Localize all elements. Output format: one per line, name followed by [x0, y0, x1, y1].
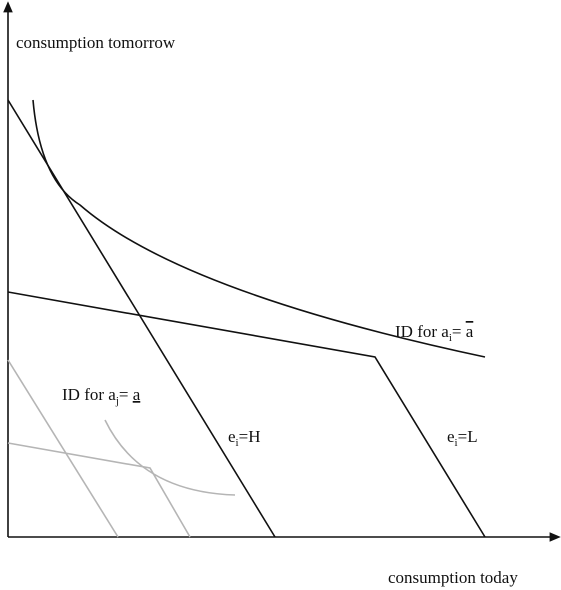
label-subscript: i — [236, 437, 239, 449]
budget-line-high — [7, 99, 276, 538]
gray-budget-line — [7, 359, 119, 538]
id-high-label: ID for ai= a — [395, 322, 474, 344]
label-symbol: a — [133, 385, 141, 404]
label-equals: = — [452, 322, 466, 341]
label-text: ID for a — [62, 385, 116, 404]
effort-low-label: ei=L — [447, 427, 478, 449]
label-subscript: i — [455, 437, 458, 449]
label-value: =H — [239, 427, 261, 446]
label-text: e — [447, 427, 455, 446]
y-axis-label: consumption tomorrow — [16, 33, 176, 52]
label-text: e — [228, 427, 236, 446]
label-subscript: i — [449, 332, 452, 344]
effort-high-label: ei=H — [228, 427, 260, 449]
id-low-label: ID for aj= a — [62, 385, 141, 407]
indifference-curve-high — [32, 99, 486, 358]
gray-indifference-curve — [104, 419, 236, 496]
label-equals: = — [119, 385, 133, 404]
gray-kinked-line — [7, 442, 191, 538]
budget-line-low — [7, 291, 486, 538]
label-text: ID for a — [395, 322, 449, 341]
label-subscript: j — [115, 395, 119, 407]
x-axis-label: consumption today — [388, 568, 518, 587]
label-value: =L — [458, 427, 478, 446]
label-symbol: a — [466, 322, 474, 341]
